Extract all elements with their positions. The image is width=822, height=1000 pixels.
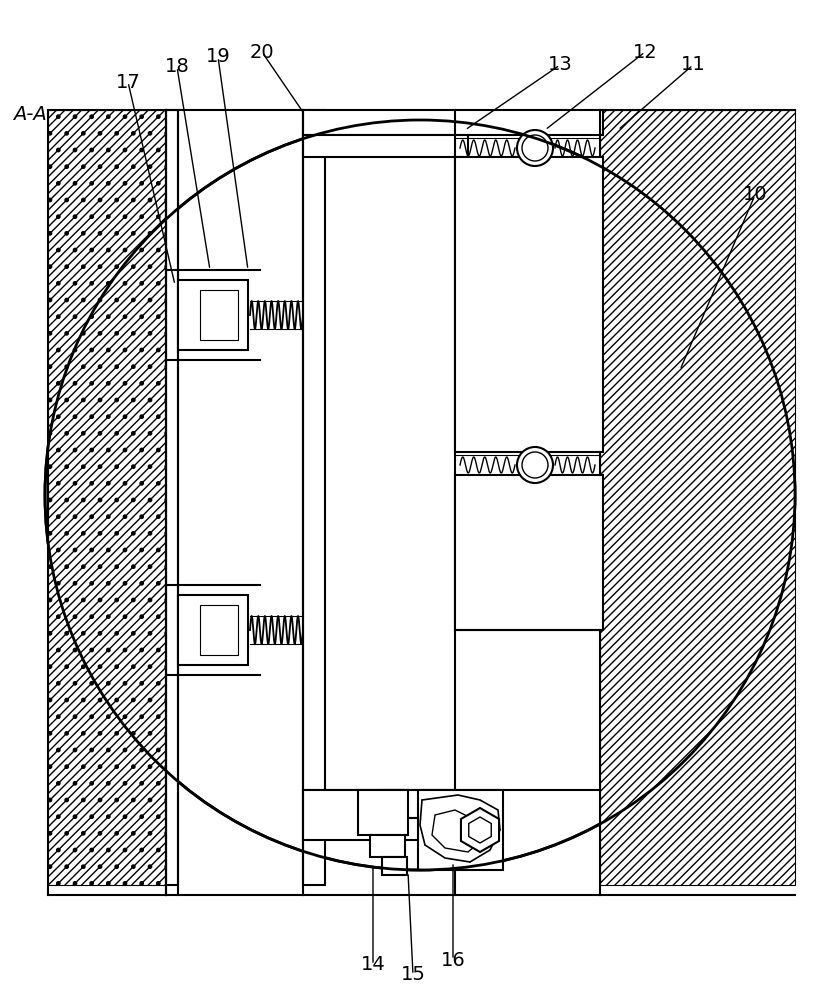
Text: 18: 18 xyxy=(164,57,189,77)
Bar xyxy=(600,110,795,885)
Bar xyxy=(48,110,166,885)
Bar xyxy=(455,157,603,452)
Text: 10: 10 xyxy=(743,186,767,205)
Polygon shape xyxy=(432,810,482,852)
Bar xyxy=(303,790,403,840)
Bar xyxy=(370,835,405,857)
Bar xyxy=(382,857,407,875)
Text: 15: 15 xyxy=(400,966,426,984)
Polygon shape xyxy=(461,808,499,852)
Circle shape xyxy=(517,130,553,166)
Bar xyxy=(303,110,603,135)
Circle shape xyxy=(522,452,548,478)
Text: 17: 17 xyxy=(116,73,141,92)
Bar xyxy=(380,818,455,840)
Text: 14: 14 xyxy=(361,956,386,974)
Bar xyxy=(380,790,455,818)
Bar xyxy=(418,790,503,870)
Circle shape xyxy=(45,120,795,870)
Text: 13: 13 xyxy=(547,55,572,75)
Bar xyxy=(178,595,248,665)
Bar xyxy=(178,280,248,350)
Bar xyxy=(303,110,325,885)
Polygon shape xyxy=(420,795,500,862)
Bar xyxy=(200,605,238,655)
Bar xyxy=(48,110,166,885)
Bar xyxy=(455,475,603,630)
Bar xyxy=(166,110,178,885)
Text: 20: 20 xyxy=(250,42,275,62)
Text: A-A: A-A xyxy=(13,105,47,124)
Bar xyxy=(303,135,468,157)
Text: 19: 19 xyxy=(206,47,230,66)
Bar xyxy=(200,290,238,340)
Text: 16: 16 xyxy=(441,950,465,970)
Text: 11: 11 xyxy=(681,55,705,75)
Circle shape xyxy=(517,447,553,483)
Polygon shape xyxy=(469,817,492,843)
Bar xyxy=(358,790,408,835)
Text: 12: 12 xyxy=(633,42,658,62)
Circle shape xyxy=(522,135,548,161)
